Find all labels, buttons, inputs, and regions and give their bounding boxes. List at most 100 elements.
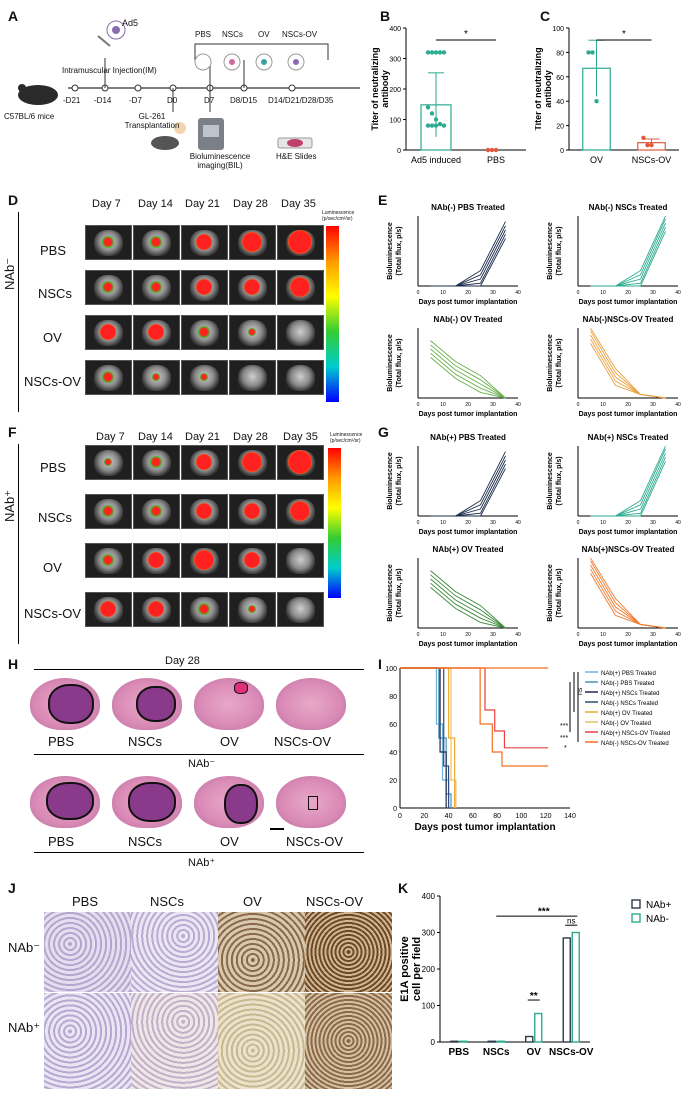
panel-d-colorbar-title: Luminescence (p/sec/cm²/sr) [322,210,355,222]
panel-f-side-label: NAb⁺ [2,489,17,522]
significance-label: ns [577,687,584,695]
transplant-label: GL-261 Transplantation [124,112,180,130]
bli-image [229,315,276,350]
series-line [430,578,506,629]
y-axis-label: Bioluminescence (Total flux, p/s) [387,452,403,510]
x-tick-label: 30 [650,520,656,526]
legend-label: NAb+ [646,900,671,911]
y-axis-label: Bioluminescence (Total flux, p/s) [387,222,403,280]
data-point [437,121,443,127]
x-tick-label: 30 [490,290,496,296]
panel-label-e: E [378,192,388,208]
x-axis-label: Days post tumor implantation [419,411,518,418]
x-tick-label: NSCs-OV [549,1047,594,1058]
tumor-signal [290,277,310,297]
panel-j-col-1: NSCs [150,894,184,909]
legend-label: NAb(-) NSCs Treated [601,701,658,707]
y-axis-label-line1: Bioluminescence [547,564,554,622]
y-axis-label-line1: Bioluminescence [387,334,394,392]
subplot-title: NAb(-) PBS Treated [431,203,505,212]
ihc-nabneg-ov [218,912,305,992]
mouse-head [286,365,315,391]
y-tick-label: 0 [560,148,564,155]
series-line [430,459,506,517]
x-tick-label: 30 [650,402,656,408]
tumor-signal [150,281,162,293]
data-point [594,99,599,104]
x-axis-label: Days post tumor implantation [419,529,518,536]
subplot-title: NAb(+) PBS Treated [430,433,506,442]
bli-image [277,592,324,627]
he-label: H&E Slides [276,152,317,161]
panel-j-row-1: NAb⁺ [8,1020,41,1035]
tumor-signal [244,503,260,519]
y-tick-label: 0 [431,1038,436,1047]
y-tick-label: 100 [385,666,397,673]
treatment-nscs: NSCs [222,30,243,39]
subplot-title: NAb(-)NSCs-OV Treated [583,315,674,324]
mouse-label: C57BL/6 mice [4,112,55,121]
x-tick-label: 0 [577,290,580,296]
panel-label-b: B [380,8,391,24]
x-tick-label: 20 [625,402,631,408]
bli-image [133,315,180,350]
timepoint-3: D0 [167,96,178,105]
data-point [433,117,439,122]
panel-d-day-1: Day 14 [138,198,173,210]
panel-h-row2-2: OV [220,834,239,849]
series-line [430,574,506,629]
data-point [425,105,431,110]
x-tick-label: 0 [417,402,420,408]
panel-f-day-2: Day 21 [185,431,220,443]
panel-d-day-2: Day 21 [185,198,220,210]
x-tick-label: 40 [515,402,521,408]
ihc-nabpos-nscs-ov [305,993,392,1089]
x-tick-label: 20 [465,402,471,408]
tumor-signal [104,458,112,466]
dish-pbs-icon [194,53,212,71]
tumor-signal [102,505,114,517]
bli-image [277,270,324,305]
series-line [590,557,666,629]
panel-h-row2-group: NAb⁺ [188,857,216,869]
tumor-signal [196,454,212,470]
x-tick-label: 30 [650,290,656,296]
tumor-signal [198,326,210,338]
x-tick-label: 0 [577,402,580,408]
panel-d-row-1: NSCs [38,286,72,301]
legend-label: NAb(-) OV Treated [601,721,651,727]
y-axis-label-line2: (Total flux, p/s) [556,568,563,617]
bli-image [181,543,228,578]
y-axis-label: Bioluminescence (Total flux, p/s) [387,334,403,392]
ihc-nabneg-nscs-ov [305,912,392,992]
timepoint-6: D14/D21/D28/D35 [268,96,334,105]
panel-f-colorbar [328,448,341,598]
x-tick-label: 20 [625,632,631,638]
tumor-signal [194,550,214,570]
series-line [590,573,666,629]
mouse-head [286,597,315,623]
treatment-pbs: PBS [195,30,212,39]
mouse-icon [18,85,58,105]
bli-image [181,225,228,260]
bli-image [229,360,276,395]
x-tick-label: 10 [600,290,606,296]
bli-image [229,270,276,305]
mouse-head [286,548,315,574]
x-tick-label: PBS [448,1047,469,1058]
series-line [590,215,666,287]
y-tick-label: 100 [422,1002,436,1011]
x-tick-label: 40 [675,632,681,638]
y-axis-label-line2: (Total flux, p/s) [396,456,403,505]
x-axis-label: Days post tumor implantation [579,529,678,536]
brain-nabneg-nscs [112,678,182,730]
data-point [441,123,447,128]
bli-image [85,445,132,480]
x-tick-label: 40 [515,290,521,296]
tumor-signal [248,328,256,336]
x-tick-label: PBS [487,155,505,165]
x-tick-label: 30 [490,632,496,638]
y-tick-label: 200 [389,87,401,94]
significance-label: ns [567,916,575,925]
y-axis-label-line2: (Total flux, p/s) [396,568,403,617]
